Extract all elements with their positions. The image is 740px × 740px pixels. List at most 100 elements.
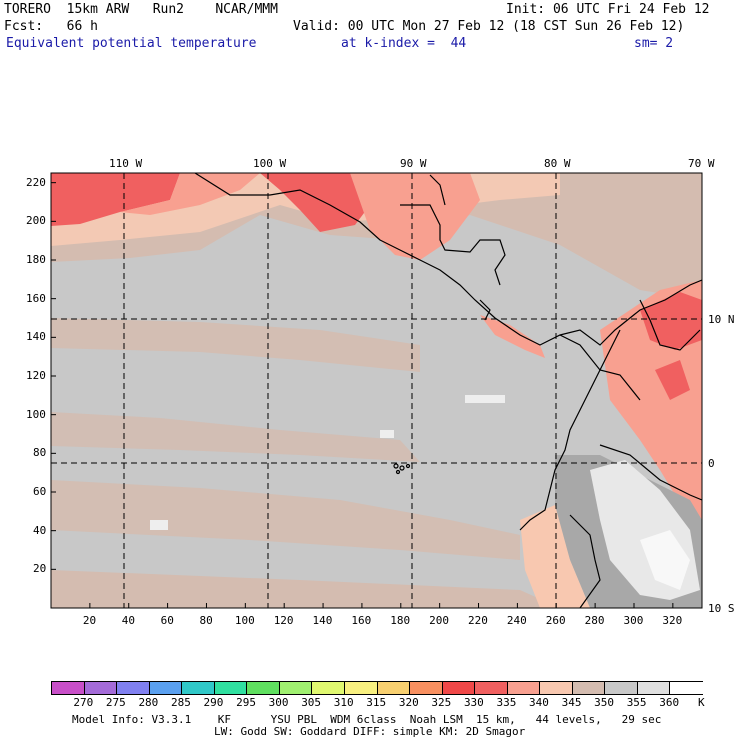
graticule	[51, 173, 702, 608]
band-350-mid2	[51, 412, 420, 462]
white-spot-1	[465, 395, 505, 403]
red-nw	[51, 173, 180, 226]
colorbar-label: K	[698, 696, 705, 709]
colorbar-label: 320	[398, 696, 419, 709]
lat-label-0: 0	[708, 457, 715, 470]
salmon-east	[600, 280, 702, 560]
colorbar-swatch	[604, 681, 638, 695]
colorbar-label: 330	[463, 696, 484, 709]
colorbar-swatch	[506, 681, 541, 695]
colorbar-label: 310	[333, 696, 354, 709]
colorbar-label: 300	[268, 696, 289, 709]
band-350-bottom	[51, 570, 560, 608]
y-tick-label: 20	[33, 562, 47, 576]
band-350-mid	[51, 318, 420, 372]
y-tick-label: 100	[26, 407, 46, 421]
salmon-sa-coast	[520, 505, 590, 608]
colorbar-swatch	[116, 681, 150, 695]
colorbar-swatch	[181, 681, 215, 695]
x-tick-label: 140	[312, 614, 333, 627]
y-tick-label: 120	[26, 369, 46, 382]
physics-info: LW: Godd SW: Goddard DIFF: simple KM: 2D…	[214, 725, 526, 738]
colorbar-swatch	[83, 681, 118, 695]
y-tick-label: 140	[26, 330, 46, 344]
x-tick-label: 80	[199, 614, 213, 627]
colorbar-swatch	[636, 681, 671, 695]
lon-label-110w: 110 W	[109, 157, 143, 170]
colorbar-label: 325	[431, 696, 452, 709]
colorbar-label: 345	[561, 696, 582, 709]
x-tick-label: 60	[160, 614, 174, 627]
lon-label-80w: 80 W	[544, 157, 571, 170]
colorbar-swatch	[343, 681, 378, 695]
smoothing-label: sm= 2	[634, 36, 674, 51]
lat-label-10s: 10 S	[708, 602, 735, 615]
colorbar-label: 275	[105, 696, 126, 709]
band-350-south	[51, 480, 520, 560]
colorbar-swatch	[539, 681, 573, 695]
lon-label-90w: 90 W	[400, 157, 427, 170]
colorbar-swatch	[441, 681, 476, 695]
colorbar-label: 290	[203, 696, 224, 709]
x-tick-label: 160	[351, 614, 372, 627]
colorbar-label: 285	[171, 696, 191, 709]
x-tick-label: 260	[545, 614, 566, 627]
lon-label-100w: 100 W	[253, 157, 287, 170]
y-tick-label: 180	[26, 253, 46, 266]
valid-time: Valid: 00 UTC Mon 27 Feb 12 (18 CST Sun …	[293, 19, 685, 34]
x-tick-label: 40	[121, 614, 135, 627]
init-time: Init: 06 UTC Fri 24 Feb 12	[506, 2, 710, 17]
x-tick-label: 20	[82, 614, 97, 627]
salmon-central	[350, 173, 480, 260]
x-tick-label: 280	[584, 614, 605, 627]
colorbar-swatch	[246, 681, 280, 695]
x-tick-label: 320	[662, 614, 683, 627]
field-name: Equivalent potential temperature	[6, 36, 257, 51]
x-tick-label: 120	[273, 614, 294, 627]
colorbar-swatch	[278, 681, 313, 695]
colorbar-label: 355	[626, 696, 647, 709]
y-tick-label: 200	[26, 214, 46, 228]
plot-frame	[50, 172, 703, 609]
colorbar-label: 315	[366, 696, 387, 709]
y-tick-label: 40	[33, 523, 47, 537]
x-tick-label: 200	[429, 614, 450, 627]
colorbar-swatch	[148, 681, 183, 695]
colorbar-swatch	[376, 681, 411, 695]
colorbar-swatch	[474, 681, 508, 695]
salmon-costarica	[480, 315, 545, 358]
y-tick-label: 60	[33, 485, 47, 498]
colorbar-swatch	[669, 681, 703, 695]
white-spot-3	[380, 430, 394, 438]
colorbar-swatch	[409, 681, 443, 695]
y-tick-label: 160	[26, 291, 46, 305]
salmon-nw	[120, 173, 260, 215]
lat-label-10n: 10 N	[708, 313, 735, 326]
x-tick-label: 240	[506, 614, 527, 627]
colorbar-swatch	[51, 681, 85, 695]
colorbar-label: 295	[236, 696, 256, 709]
x-tick-label: 180	[390, 614, 411, 627]
x-tick-label: 100	[234, 614, 255, 627]
coastlines	[194, 173, 702, 608]
forecast-hour: Fcst: 66 h	[4, 19, 98, 34]
colorbar-label: 335	[496, 696, 517, 709]
x-tick-label: 300	[623, 614, 644, 627]
colorbar-label: 270	[73, 696, 94, 709]
colorbar-swatch	[213, 681, 248, 695]
lon-label-70w: 70 W	[688, 157, 715, 170]
model-title: TORERO 15km ARW Run2 NCAR/MMM	[4, 2, 278, 17]
red-mexico	[260, 173, 370, 232]
colorbar-label: 360	[659, 696, 680, 709]
colorbar-label: 305	[301, 696, 322, 709]
y-tick-label: 220	[26, 175, 46, 189]
white-patch	[640, 530, 690, 590]
red-east	[640, 292, 702, 350]
red-east2	[655, 360, 690, 400]
colorbar-swatch	[311, 681, 345, 695]
model-info: Model Info: V3.3.1 KF YSU PBL WDM 6class…	[72, 713, 662, 726]
colorbar-label: 340	[529, 696, 549, 709]
white-spot-2	[150, 520, 168, 530]
colorbar-swatch	[571, 681, 606, 695]
